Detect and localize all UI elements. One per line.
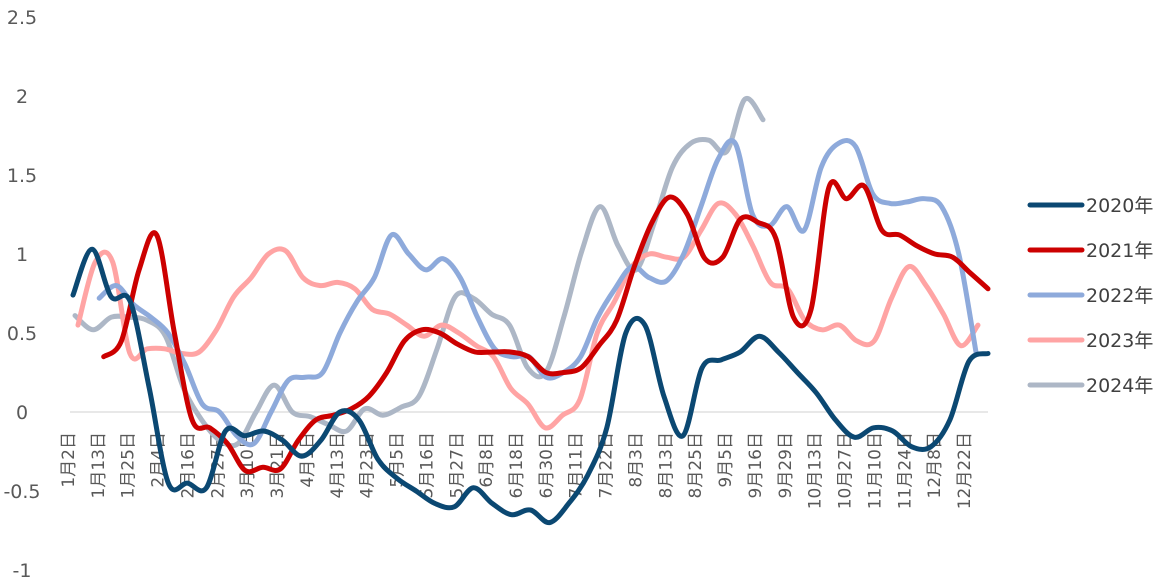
legend-label: 2024年 xyxy=(1086,375,1153,397)
y-tick-label: -0.5 xyxy=(3,481,40,503)
y-tick-label: 0.5 xyxy=(7,323,37,345)
legend-label: 2020年 xyxy=(1086,195,1153,217)
y-tick-label: 0 xyxy=(16,402,28,424)
x-tick-label: 4月13日 xyxy=(328,432,348,498)
x-tick-label: 8月3日 xyxy=(626,432,646,488)
y-tick-label: 2.5 xyxy=(7,7,37,29)
x-tick-label: 2月27日 xyxy=(208,432,228,498)
y-tick-label: 2 xyxy=(16,86,28,108)
x-tick-label: 7月22日 xyxy=(597,432,617,498)
x-tick-label: 10月27日 xyxy=(836,432,856,509)
y-tick-label: 1.5 xyxy=(7,165,37,187)
x-tick-label: 10月13日 xyxy=(806,432,826,509)
y-axis-ticks: 2.5 2 1.5 1 0.5 0 -0.5 -1 xyxy=(3,7,40,582)
x-tick-label: 9月29日 xyxy=(776,432,796,498)
x-tick-label: 6月18日 xyxy=(507,432,527,498)
x-tick-label: 8月25日 xyxy=(686,432,706,498)
y-tick-label: 1 xyxy=(16,244,28,266)
x-tick-label: 1月25日 xyxy=(119,432,139,498)
legend-label: 2023年 xyxy=(1086,330,1153,352)
x-tick-label: 1月13日 xyxy=(89,432,109,498)
y-tick-label: -1 xyxy=(13,560,32,582)
x-tick-label: 7月11日 xyxy=(567,432,587,498)
x-tick-label: 1月2日 xyxy=(59,432,79,488)
series-line-3 xyxy=(96,138,979,448)
x-tick-label: 5月27日 xyxy=(447,432,467,498)
x-tick-label: 9月5日 xyxy=(716,432,736,488)
series-line-1 xyxy=(70,246,991,526)
series-line-4 xyxy=(75,200,981,431)
x-tick-label: 9月16日 xyxy=(746,432,766,498)
series-lines xyxy=(70,95,991,526)
x-tick-label: 11月10日 xyxy=(865,432,885,509)
series-line-5 xyxy=(72,95,766,449)
x-tick-label: 3月10日 xyxy=(238,432,258,498)
legend-label: 2022年 xyxy=(1086,285,1153,307)
legend: 2020年 2021年 2022年 2023年 2024年 xyxy=(1027,195,1153,397)
x-tick-label: 5月16日 xyxy=(417,432,437,498)
legend-label: 2021年 xyxy=(1086,240,1153,262)
x-tick-label: 3月21日 xyxy=(268,432,288,498)
series-line-2 xyxy=(101,179,991,475)
x-tick-label: 6月8日 xyxy=(477,432,497,488)
x-axis-ticks: 1月2日 1月13日 1月25日 2月4日 2月16日 2月27日 3月10日 3月21日 4月… xyxy=(59,432,975,509)
x-tick-label: 12月22日 xyxy=(955,432,975,509)
x-tick-label: 11月24日 xyxy=(895,432,915,509)
x-tick-label: 6月30日 xyxy=(537,432,557,498)
x-tick-label: 8月13日 xyxy=(656,432,676,498)
